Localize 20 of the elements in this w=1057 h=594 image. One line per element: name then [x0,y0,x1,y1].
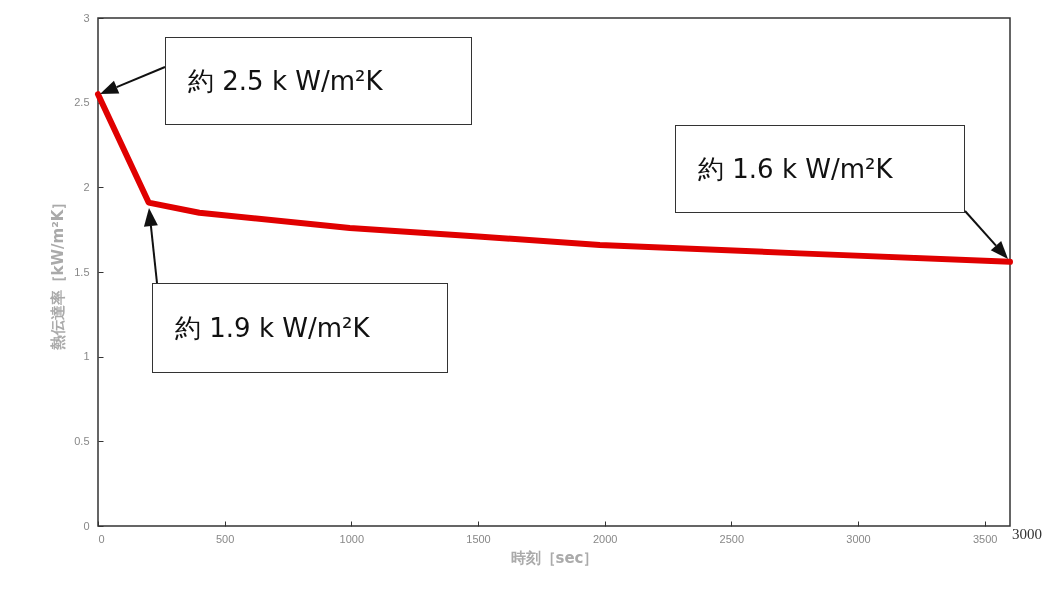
callout-box: 約 1.6 k W/m²K [675,125,965,213]
callout-box: 約 1.9 k W/m²K [152,283,448,373]
callout-box: 約 2.5 k W/m²K [165,37,472,125]
y-tick-label: 2 [83,180,90,193]
y-tick-label: 2.5 [74,96,90,109]
x-tick-label: 3500 [972,532,998,545]
x-tick-label: 1000 [339,532,365,545]
x-tick-label: 1500 [466,532,491,545]
x-tick-label: 0 [98,532,105,545]
x-tick-label: 3000 [846,532,871,545]
y-tick-label: 1.5 [74,265,90,278]
y-axis-title: 熱伝達率［kW/m²K］ [49,194,68,352]
y-tick-label: 3 [83,11,90,24]
x-tick-label: 2500 [719,532,745,545]
x-tick-label: 2000 [592,532,618,545]
y-tick-label: 1 [83,350,90,363]
y-tick-label: 0.5 [74,434,90,447]
x-tick-label: 500 [215,532,235,545]
y-tick-label: 0 [83,519,90,532]
x-axis-title: 時刻［sec］ [510,548,599,567]
